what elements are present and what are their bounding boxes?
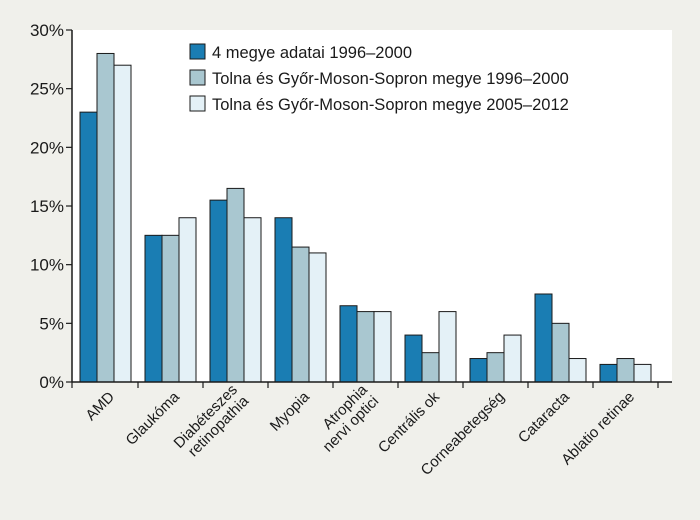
y-tick-label: 15% [30,197,64,216]
legend-swatch-2 [189,69,206,86]
x-category-label: AMD [82,388,118,424]
x-category-label: Cataracta [515,388,573,446]
bar-s2-c8 [551,322,570,383]
bar-s1-c4 [274,217,293,383]
y-tick-label: 0% [39,373,64,392]
bar-s3-c5 [373,311,392,383]
legend-swatch-3 [189,95,206,112]
x-category-label: Myopia [267,388,314,435]
bar-s1-c5 [339,305,358,383]
bar-s3-c1 [113,64,132,383]
legend-label-1: 4 megye adatai 1996–2000 [212,44,412,62]
bar-s3-c4 [308,252,327,383]
y-ticks-group: 0% 5% 10% 15% 20% 25% 30% [30,21,72,392]
bar-s3-c8 [568,358,587,383]
bar-s2-c9 [616,358,635,383]
bar-s1-c2 [144,234,163,383]
bar-s3-c9 [633,363,652,383]
bar-s2-c2 [161,234,180,383]
legend: 4 megye adatai 1996–2000 Tolna és Győr-Mo… [189,43,569,114]
legend-swatch-1 [189,43,206,60]
bar-s1-c6 [404,334,423,383]
bar-s3-c3 [243,217,262,383]
bar-s1-c9 [599,363,618,383]
bar-s2-c5 [356,311,375,383]
bar-s1-c3 [209,199,228,383]
bar-s2-c7 [486,352,505,383]
x-category-label: Diabéteszesretinopathia [171,381,253,463]
bar-s2-c1 [96,52,115,383]
legend-label-2: Tolna és Győr-Moson-Sopron megye 1996–20… [212,70,569,88]
legend-label-3: Tolna és Győr-Moson-Sopron megye 2005–20… [212,96,569,114]
x-category-label: Centrális ok [375,388,443,456]
y-tick-label: 20% [30,138,64,157]
bars-group [79,52,652,383]
bar-s3-c2 [178,217,197,383]
bar-s2-c6 [421,352,440,383]
y-tick-label: 25% [30,80,64,99]
bar-s3-c7 [503,334,522,383]
bar-s2-c4 [291,246,310,383]
bar-s1-c8 [534,293,553,383]
y-tick-label: 10% [30,256,64,275]
bar-s1-c7 [469,358,488,383]
y-tick-label: 30% [30,21,64,40]
bar-s2-c3 [226,187,245,383]
bar-s1-c1 [79,111,98,383]
y-tick-label: 5% [39,314,64,333]
x-category-label: Atrophianervi optici [308,381,382,455]
bar-s3-c6 [438,311,457,383]
